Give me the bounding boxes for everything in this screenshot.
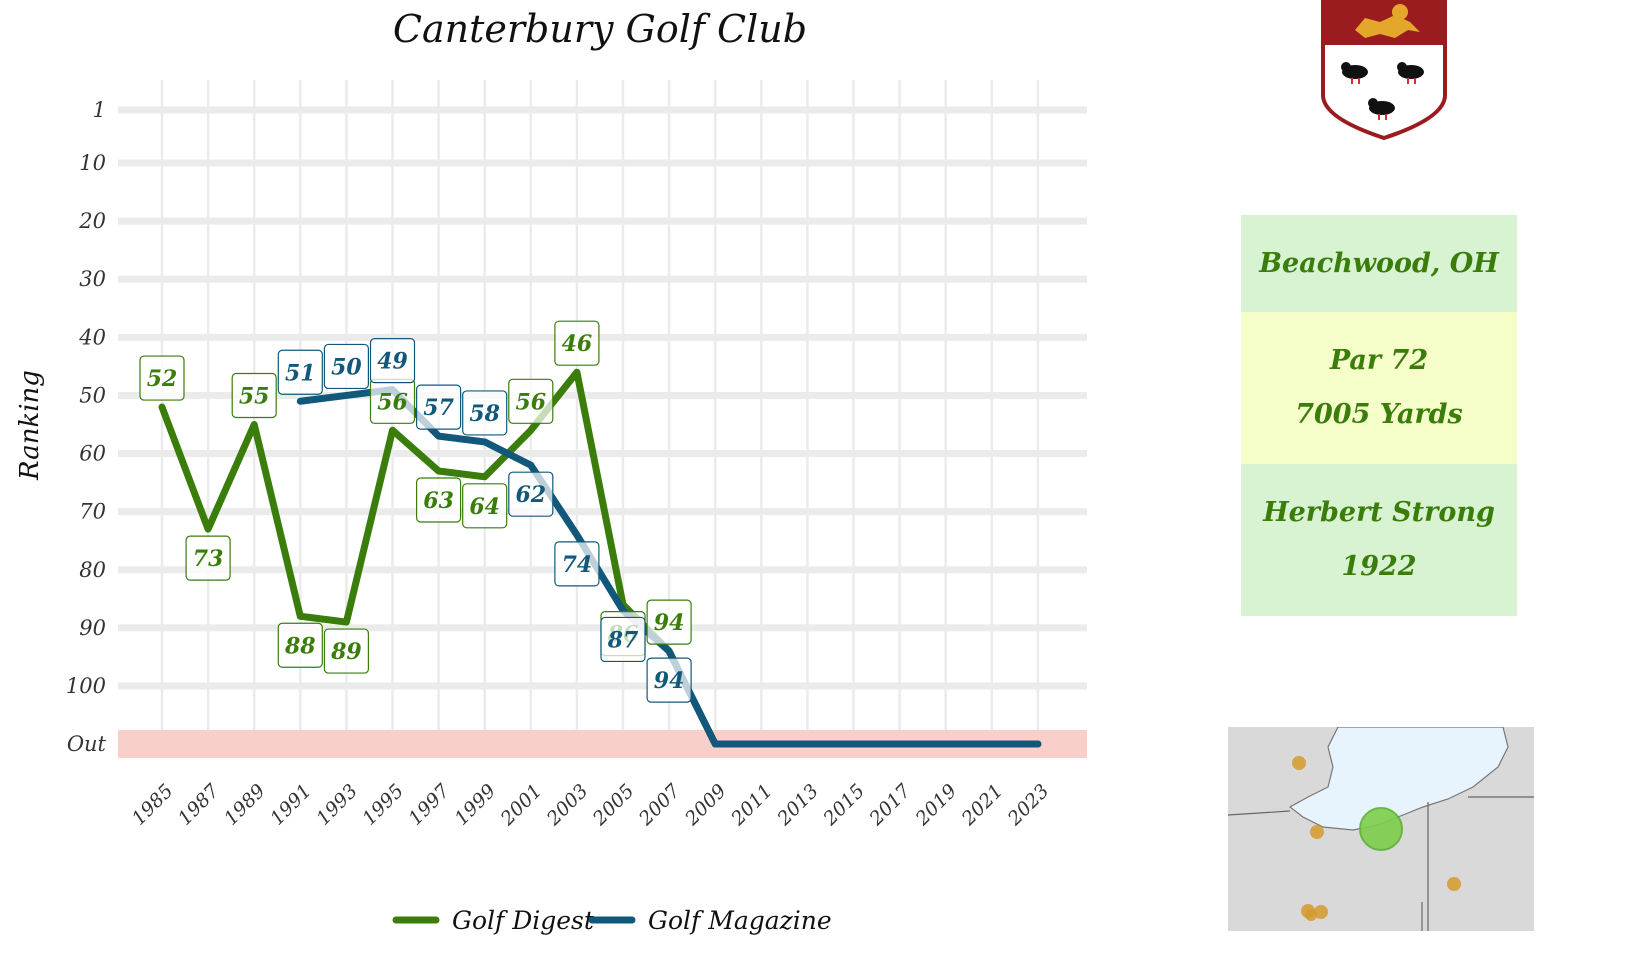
data-label-text: 49 [377, 349, 408, 375]
data-label-text: 87 [607, 627, 639, 653]
x-tick-label: 2023 [1003, 780, 1053, 830]
map-marker [1292, 756, 1306, 770]
y-tick-label: 30 [79, 267, 106, 291]
data-label: 74 [555, 542, 599, 586]
data-label: 89 [324, 629, 368, 673]
location-box: Beachwood, OH [1241, 215, 1517, 312]
data-label: 73 [186, 536, 230, 580]
x-tick-label: 2009 [680, 780, 730, 830]
data-label: 94 [647, 600, 691, 644]
data-label-text: 73 [193, 546, 224, 572]
x-tick-label: 1991 [266, 780, 316, 830]
y-axis-ticks: 1 10 20 30 40 50 60 70 80 90 100 Out [66, 98, 107, 756]
y-tick-label: 60 [79, 442, 106, 466]
y-tick-label: 90 [79, 616, 106, 640]
club-crest-icon [1320, 0, 1450, 140]
data-label-text: 57 [423, 395, 454, 421]
location-text: Beachwood, OH [1259, 237, 1499, 291]
data-label-text: 63 [423, 488, 454, 514]
x-tick-label: 2001 [496, 780, 546, 830]
course-info-panel: Beachwood, OH Par 72 7005 Yards Herbert … [1241, 215, 1517, 616]
data-label-text: 58 [469, 401, 500, 427]
x-tick-label: 1993 [312, 780, 362, 830]
data-label-text: 50 [331, 354, 362, 380]
y-tick-label: 1 [93, 98, 106, 122]
data-label: 64 [463, 484, 507, 528]
x-tick-label: 1999 [450, 780, 500, 830]
y-tick-label: 70 [79, 500, 106, 524]
data-label-text: 51 [285, 360, 316, 386]
y-tick-label: 50 [79, 383, 106, 407]
chart-title: Canterbury Golf Club [393, 7, 807, 51]
data-label: 56 [509, 379, 553, 423]
map-marker [1305, 909, 1317, 921]
data-label: 63 [417, 478, 461, 522]
data-label: 57 [417, 385, 461, 429]
data-label-text: 52 [147, 366, 178, 392]
yards-text: 7005 Yards [1295, 388, 1463, 442]
course-box: Par 72 7005 Yards [1241, 312, 1517, 464]
data-label-text: 94 [654, 610, 685, 636]
legend: Golf Digest Golf Magazine [396, 906, 832, 935]
data-label: 55 [232, 374, 276, 418]
data-label-text: 89 [330, 639, 362, 665]
data-label-text: 88 [284, 633, 316, 659]
year-text: 1922 [1341, 540, 1416, 594]
y-tick-label: 80 [79, 558, 106, 582]
data-label-text: 56 [515, 389, 546, 415]
x-tick-label: 2015 [819, 780, 869, 830]
architect-box: Herbert Strong 1922 [1241, 464, 1517, 616]
ranking-chart: 1102030405060708090100Out 19851987198919… [0, 0, 1110, 960]
x-tick-label: 1989 [220, 780, 270, 830]
legend-label-golf-magazine: Golf Magazine [648, 906, 832, 935]
data-label: 46 [555, 321, 599, 365]
y-axis-label: Ranking [15, 370, 45, 481]
x-axis-ticks: 1985198719891991199319951997199920012003… [128, 779, 1054, 830]
par-text: Par 72 [1330, 334, 1428, 388]
data-label: 87 [601, 617, 645, 661]
x-tick-label: 2021 [957, 780, 1007, 830]
x-tick-label: 1997 [404, 779, 454, 829]
data-label: 58 [463, 391, 507, 435]
y-tick-label: 40 [78, 325, 106, 349]
y-tick-label: 10 [79, 151, 106, 175]
data-label-text: 64 [469, 494, 500, 520]
data-label: 51 [278, 350, 322, 394]
x-tick-label: 1985 [128, 780, 178, 830]
x-tick-label: 2019 [911, 780, 961, 830]
data-label-text: 46 [562, 331, 593, 357]
data-label: 56 [371, 379, 415, 423]
x-tick-label: 2005 [588, 780, 638, 830]
x-tick-label: 2003 [542, 780, 592, 830]
x-tick-label: 2011 [726, 780, 776, 830]
data-label-text: 56 [377, 389, 408, 415]
x-tick-label: 2007 [634, 779, 685, 830]
data-label: 88 [278, 623, 322, 667]
x-tick-label: 2017 [865, 779, 916, 830]
x-tick-label: 1995 [358, 780, 408, 830]
y-tick-label: Out [67, 732, 107, 756]
data-label: 62 [509, 472, 553, 516]
data-label: 50 [324, 344, 368, 388]
architect-text: Herbert Strong [1263, 486, 1495, 540]
data-label-text: 74 [562, 552, 593, 578]
legend-label-golf-digest: Golf Digest [452, 906, 595, 935]
data-label-text: 55 [239, 384, 270, 410]
club-location-marker [1360, 808, 1402, 850]
data-label: 49 [371, 339, 415, 383]
data-label: 94 [647, 658, 691, 702]
y-tick-label: 100 [66, 674, 106, 698]
data-label: 52 [140, 356, 184, 400]
map-marker [1310, 825, 1324, 839]
x-tick-label: 2013 [772, 780, 822, 830]
location-map [1228, 727, 1534, 931]
map-marker [1447, 877, 1461, 891]
y-tick-label: 20 [78, 209, 106, 233]
x-tick-label: 1987 [174, 779, 224, 829]
data-label-text: 94 [654, 668, 685, 694]
data-label-text: 62 [515, 482, 546, 508]
